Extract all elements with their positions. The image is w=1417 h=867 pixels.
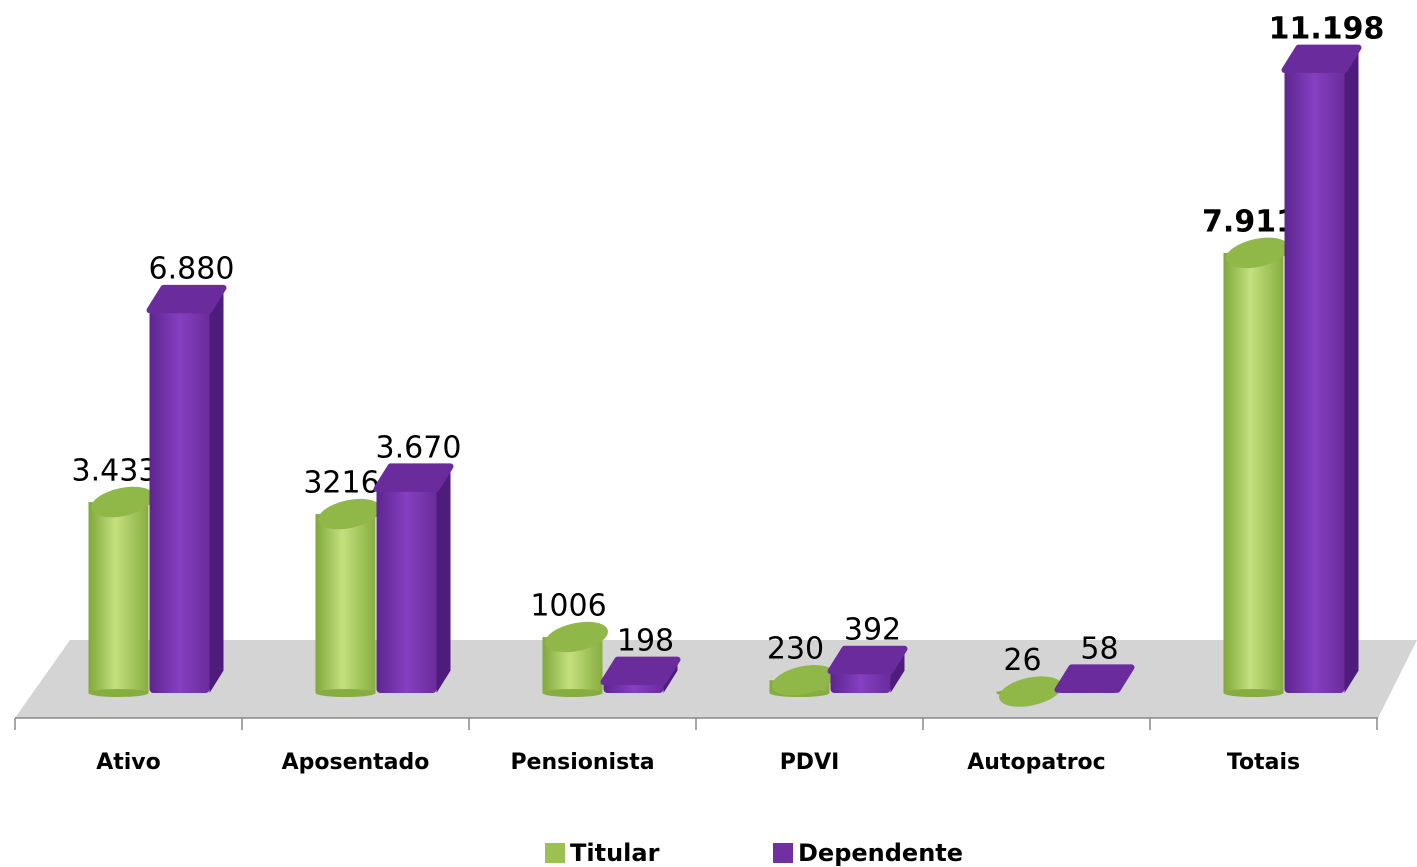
floor [15, 640, 1417, 718]
legend-label: Titular [570, 839, 660, 867]
bar [542, 621, 608, 697]
bar [1223, 237, 1289, 697]
value-label: 11.198 [1269, 12, 1385, 47]
value-label: 392 [844, 613, 901, 648]
bar [1281, 44, 1362, 694]
bar [827, 645, 908, 693]
x-tick-label: Aposentado [282, 750, 430, 775]
legend-label: Dependente [798, 839, 963, 867]
x-tick-label: Totais [1227, 750, 1300, 775]
legend-swatch [545, 843, 565, 863]
value-label: 58 [1080, 631, 1118, 666]
value-label: 7.911 [1202, 204, 1297, 239]
x-tick-label: Ativo [96, 750, 161, 775]
value-label: 1006 [530, 589, 606, 624]
bar [315, 498, 381, 697]
value-label: 3.670 [376, 430, 462, 465]
value-label: 3.433 [72, 454, 158, 489]
value-label: 3216 [303, 466, 379, 501]
x-tick-label: PDVI [780, 750, 840, 775]
bar [373, 463, 454, 693]
value-label: 26 [1003, 643, 1041, 678]
value-label: 6.880 [149, 252, 235, 287]
legend-swatch [773, 843, 793, 863]
x-tick-label: Autopatroc [967, 750, 1105, 775]
bar [88, 486, 154, 697]
bar [600, 656, 681, 693]
bar [996, 676, 1062, 707]
bar [146, 284, 227, 693]
value-label: 230 [767, 632, 824, 667]
bar [769, 664, 835, 697]
value-label: 198 [617, 623, 674, 658]
bar [1054, 664, 1135, 693]
x-tick-label: Pensionista [510, 750, 654, 775]
